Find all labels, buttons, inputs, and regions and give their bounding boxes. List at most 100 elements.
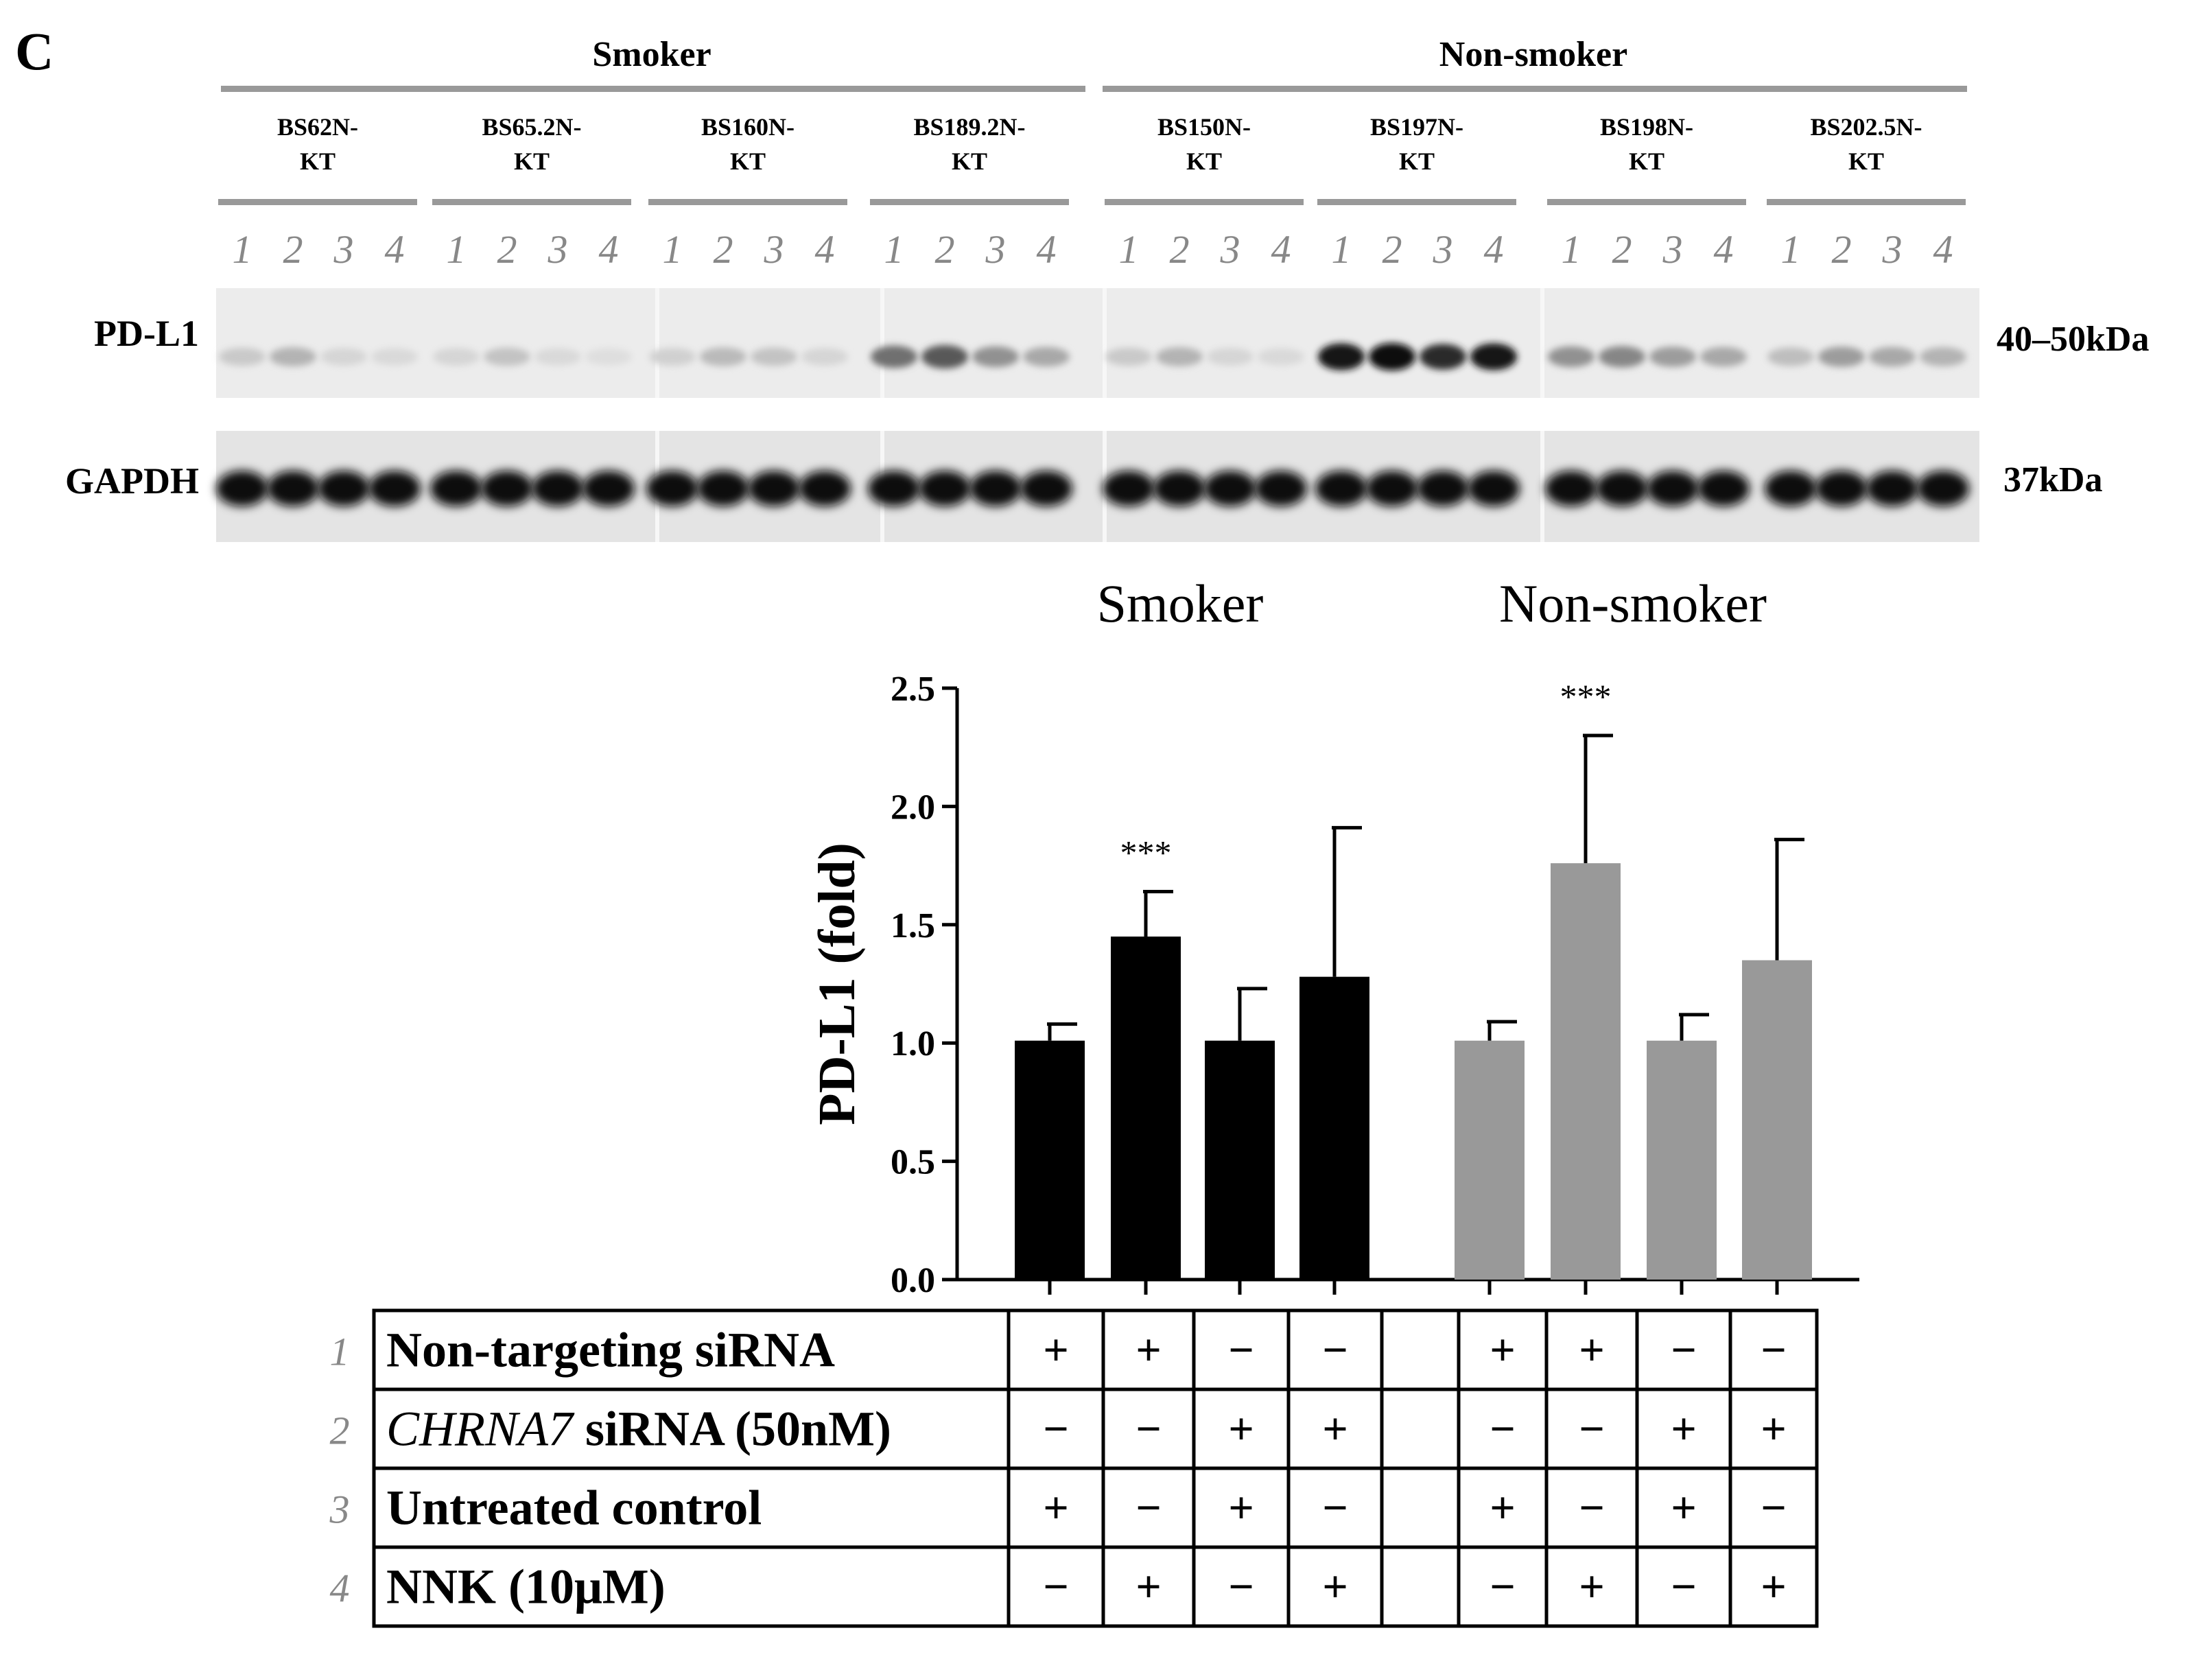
gapdh-band xyxy=(430,471,482,506)
chart-group-title-smoker: Smoker xyxy=(1096,574,1264,633)
gapdh-band xyxy=(1315,471,1367,506)
pdl1-band xyxy=(1470,343,1517,370)
sample-label: BS198N- KT xyxy=(1599,113,1694,175)
gapdh-band xyxy=(481,471,533,506)
pdl1-band xyxy=(649,348,696,366)
table-cell: + xyxy=(1761,1562,1787,1612)
gapdh-band xyxy=(1255,471,1307,506)
y-tick-label: 0.0 xyxy=(891,1261,935,1300)
table-row-number: 3 xyxy=(329,1487,350,1532)
pdl1-band xyxy=(1767,347,1814,366)
blot-label-pdl1: PD-L1 xyxy=(94,313,199,354)
gapdh-band xyxy=(267,471,319,506)
table-row-number: 4 xyxy=(330,1566,350,1611)
pdl1-band xyxy=(972,346,1019,368)
lane-number: 3 xyxy=(764,227,784,272)
lane-number: 4 xyxy=(1483,227,1504,272)
pdl1-band xyxy=(1700,346,1747,367)
sample-underline xyxy=(1547,199,1746,205)
table-row-number: 1 xyxy=(330,1330,350,1374)
pdl1-band xyxy=(1869,346,1916,367)
sample-label: BS62N- KT xyxy=(276,113,359,175)
lane-number: 4 xyxy=(1933,227,1953,272)
table-row-label: NNK (10μM) xyxy=(386,1560,666,1614)
significance-label: *** xyxy=(1120,834,1172,872)
lane-number: 1 xyxy=(446,227,467,272)
chart-group-title-non-smoker: Non-smoker xyxy=(1499,574,1767,633)
table-cell: + xyxy=(1490,1483,1516,1533)
pdl1-band xyxy=(534,348,581,366)
table-cell: − xyxy=(1579,1404,1605,1455)
gapdh-band xyxy=(919,471,971,506)
sample-underline xyxy=(648,199,847,205)
bar xyxy=(1299,976,1369,1280)
pdl1-band xyxy=(751,347,797,366)
table-row-number: 2 xyxy=(330,1409,350,1453)
sample-label: BS150N- KT xyxy=(1157,113,1251,175)
table-cell: + xyxy=(1136,1326,1162,1376)
lane-number: 1 xyxy=(1331,227,1352,272)
lane-number: 2 xyxy=(713,227,733,272)
lane-number: 1 xyxy=(1561,227,1581,272)
bar xyxy=(1647,1040,1717,1280)
gapdh-band xyxy=(216,471,268,506)
lane-number: 3 xyxy=(548,227,568,272)
pdl1-band xyxy=(700,347,746,366)
gapdh-band xyxy=(1020,471,1072,506)
panel-letter: C xyxy=(15,21,54,81)
significance-label: *** xyxy=(1560,677,1612,716)
table-cell: + xyxy=(1228,1483,1254,1533)
lane-number: 2 xyxy=(1169,227,1190,272)
y-tick-label: 1.0 xyxy=(891,1024,935,1063)
blot-seam xyxy=(1540,288,1544,398)
group-title-smoker: Smoker xyxy=(592,35,711,74)
gapdh-band xyxy=(969,471,1022,506)
lane-number: 3 xyxy=(333,227,354,272)
lane-number: 2 xyxy=(1831,227,1852,272)
table-cell: + xyxy=(1671,1404,1697,1455)
table-cell: − xyxy=(1761,1483,1787,1533)
table-cell: + xyxy=(1136,1562,1162,1612)
lane-number: 4 xyxy=(384,227,405,272)
table-cell: − xyxy=(1043,1404,1069,1455)
pdl1-band xyxy=(1369,343,1415,370)
group-title-non-smoker: Non-smoker xyxy=(1439,35,1628,74)
table-cell: + xyxy=(1490,1326,1516,1376)
bar xyxy=(1111,937,1181,1280)
table-cell: + xyxy=(1579,1562,1605,1612)
pdl1-band xyxy=(1318,343,1365,370)
bar xyxy=(1551,863,1621,1280)
pdl1-band xyxy=(484,347,530,366)
group-line-smoker xyxy=(221,86,1085,92)
table-cell: − xyxy=(1490,1562,1516,1612)
lane-number: 2 xyxy=(283,227,303,272)
table-cell: − xyxy=(1761,1326,1787,1376)
table-cell: − xyxy=(1043,1562,1069,1612)
gapdh-band xyxy=(1545,471,1597,506)
sample-label: BS160N- KT xyxy=(701,113,795,175)
table-cell: + xyxy=(1043,1326,1069,1376)
pdl1-band xyxy=(1420,344,1466,370)
pdl1-band xyxy=(1105,347,1152,366)
table-row-label: Non-targeting siRNA xyxy=(386,1323,835,1378)
sample-label: BS189.2N- KT xyxy=(913,113,1026,175)
gapdh-band xyxy=(646,471,698,506)
sample-underline xyxy=(432,199,631,205)
sample-label: BS65.2N- KT xyxy=(482,113,582,175)
table-cell: − xyxy=(1228,1326,1254,1376)
gapdh-band xyxy=(583,471,635,506)
lane-number: 4 xyxy=(814,227,835,272)
pdl1-band xyxy=(921,344,968,369)
gapdh-band xyxy=(1917,471,1969,506)
lane-number: 2 xyxy=(1382,227,1402,272)
lane-number: 3 xyxy=(1220,227,1240,272)
table-cell: − xyxy=(1322,1326,1348,1376)
pdl1-band xyxy=(320,348,367,366)
gapdh-band xyxy=(1866,471,1918,506)
pdl1-band xyxy=(270,347,316,366)
lane-number: 2 xyxy=(497,227,517,272)
gapdh-band xyxy=(318,471,370,506)
blot-seam xyxy=(655,288,659,398)
